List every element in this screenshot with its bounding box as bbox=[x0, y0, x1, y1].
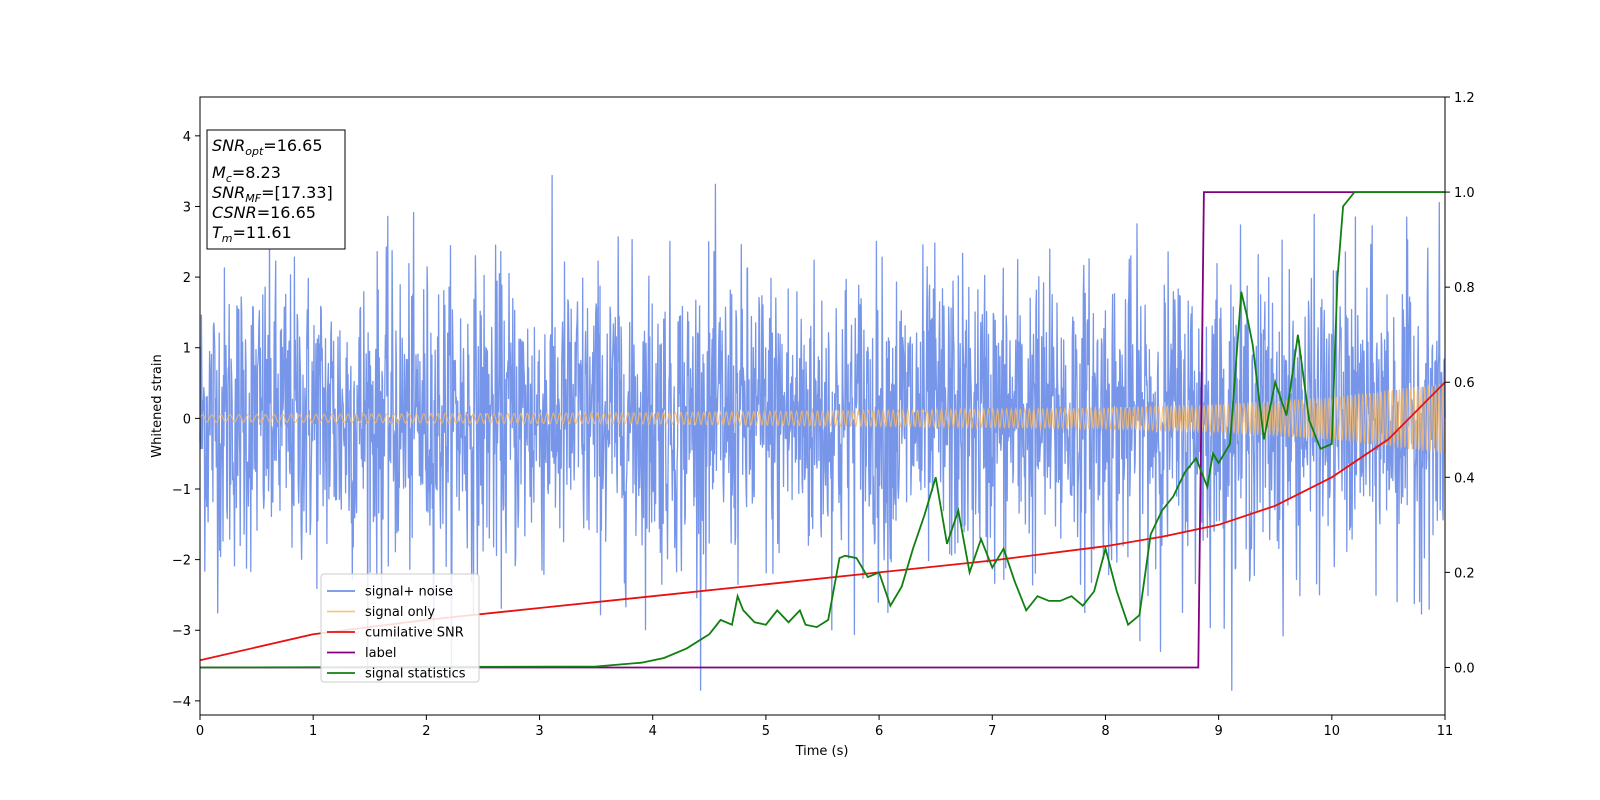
x-tick-label: 5 bbox=[762, 724, 770, 739]
y-tick-label: −1 bbox=[172, 483, 191, 498]
y2-tick-label: 0.8 bbox=[1454, 281, 1475, 296]
annotation-snr-opt: SNRopt=16.65 bbox=[212, 136, 323, 158]
x-tick-label: 4 bbox=[649, 724, 657, 739]
series-line-label bbox=[200, 191, 1445, 669]
y-tick-label: −4 bbox=[172, 695, 191, 710]
x-tick-label: 10 bbox=[1324, 724, 1341, 739]
legend-entry: signal statistics bbox=[365, 667, 466, 682]
x-tick-label: 9 bbox=[1214, 724, 1222, 739]
x-tick-label: 6 bbox=[875, 724, 883, 739]
series-line-signal-only bbox=[199, 383, 1446, 454]
legend-entry: signal only bbox=[365, 605, 435, 620]
legend: signal+ noise signal only cumilative SNR la… bbox=[320, 573, 480, 683]
annotation-box: SNRopt=16.65 Mc=8.23 SNRMF=[17.33] CSNR=… bbox=[206, 129, 346, 250]
x-tick-label: 8 bbox=[1101, 724, 1109, 739]
y2-tick-label: 0.2 bbox=[1454, 566, 1475, 581]
x-tick-label: 3 bbox=[535, 724, 543, 739]
legend-entry: signal+ noise bbox=[365, 585, 453, 600]
y2-tick-label: 0.4 bbox=[1454, 471, 1475, 486]
y2-tick-label: 1.0 bbox=[1454, 186, 1475, 201]
x-axis-ticks: 0 1 2 3 4 5 6 7 8 9 10 11 bbox=[196, 715, 1453, 739]
x-axis-label: Time (s) bbox=[795, 744, 849, 759]
x-tick-label: 7 bbox=[988, 724, 996, 739]
y-tick-label: −2 bbox=[172, 554, 191, 569]
annotation-snr-mf: SNRMF=[17.33] bbox=[212, 183, 333, 205]
y2-tick-label: 1.2 bbox=[1454, 91, 1475, 106]
legend-frame bbox=[320, 573, 480, 683]
y2-tick-label: 0.6 bbox=[1454, 376, 1475, 391]
legend-entry: cumilative SNR bbox=[365, 626, 464, 641]
x-tick-label: 0 bbox=[196, 724, 204, 739]
y-axis-label: Whitened strain bbox=[150, 354, 165, 457]
legend-entry: label bbox=[365, 646, 396, 661]
x-tick-label: 2 bbox=[422, 724, 430, 739]
y-tick-label: 3 bbox=[183, 200, 191, 215]
annotation-frame bbox=[206, 129, 346, 250]
annotation-csnr: CSNR=16.65 bbox=[212, 203, 316, 222]
y-tick-label: −3 bbox=[172, 624, 191, 639]
y-tick-label: 0 bbox=[183, 412, 191, 427]
signal-only-series bbox=[199, 383, 1446, 454]
annotation-tm: Tm=11.61 bbox=[212, 223, 292, 245]
y2-axis-ticks: 1.2 1.0 0.8 0.6 0.4 0.2 0.0 bbox=[1445, 91, 1475, 676]
plot-frame bbox=[199, 96, 1446, 716]
y-axis-ticks: 4 3 2 1 0 −1 −2 −3 −4 bbox=[172, 130, 200, 710]
x-tick-label: 11 bbox=[1437, 724, 1454, 739]
y2-tick-label: 0.0 bbox=[1454, 661, 1475, 676]
y-tick-label: 1 bbox=[183, 342, 191, 357]
x-tick-label: 1 bbox=[309, 724, 317, 739]
annotation-mc: Mc=8.23 bbox=[212, 163, 281, 185]
y-tick-label: 2 bbox=[183, 271, 191, 286]
y-tick-label: 4 bbox=[183, 130, 191, 145]
series-line-signal-statistics bbox=[199, 191, 1445, 669]
